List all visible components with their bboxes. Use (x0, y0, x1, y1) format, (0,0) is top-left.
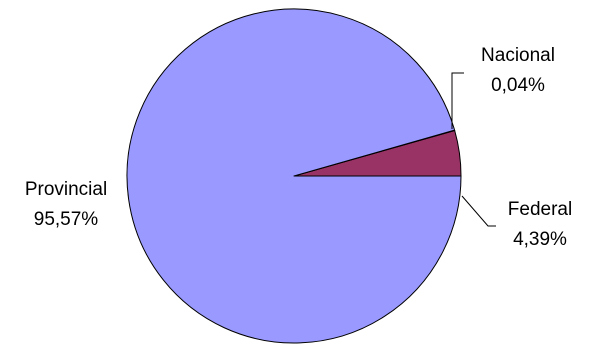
pie-slice-provincial (126, 8, 462, 344)
label-federal-name: Federal (508, 199, 572, 220)
label-nacional-name: Nacional (481, 45, 555, 66)
leader-line-nacional (451, 72, 464, 129)
leader-lines (451, 72, 496, 227)
pie-slices (126, 8, 462, 344)
label-provincial-name: Provincial (25, 179, 107, 200)
label-provincial-value: 95,57% (34, 209, 99, 230)
label-nacional-value: 0,04% (491, 75, 545, 96)
leader-line-federal (461, 195, 496, 227)
label-federal-value: 4,39% (513, 229, 567, 250)
slice-labels: Nacional 0,04% Federal 4,39% Provincial … (25, 45, 572, 250)
